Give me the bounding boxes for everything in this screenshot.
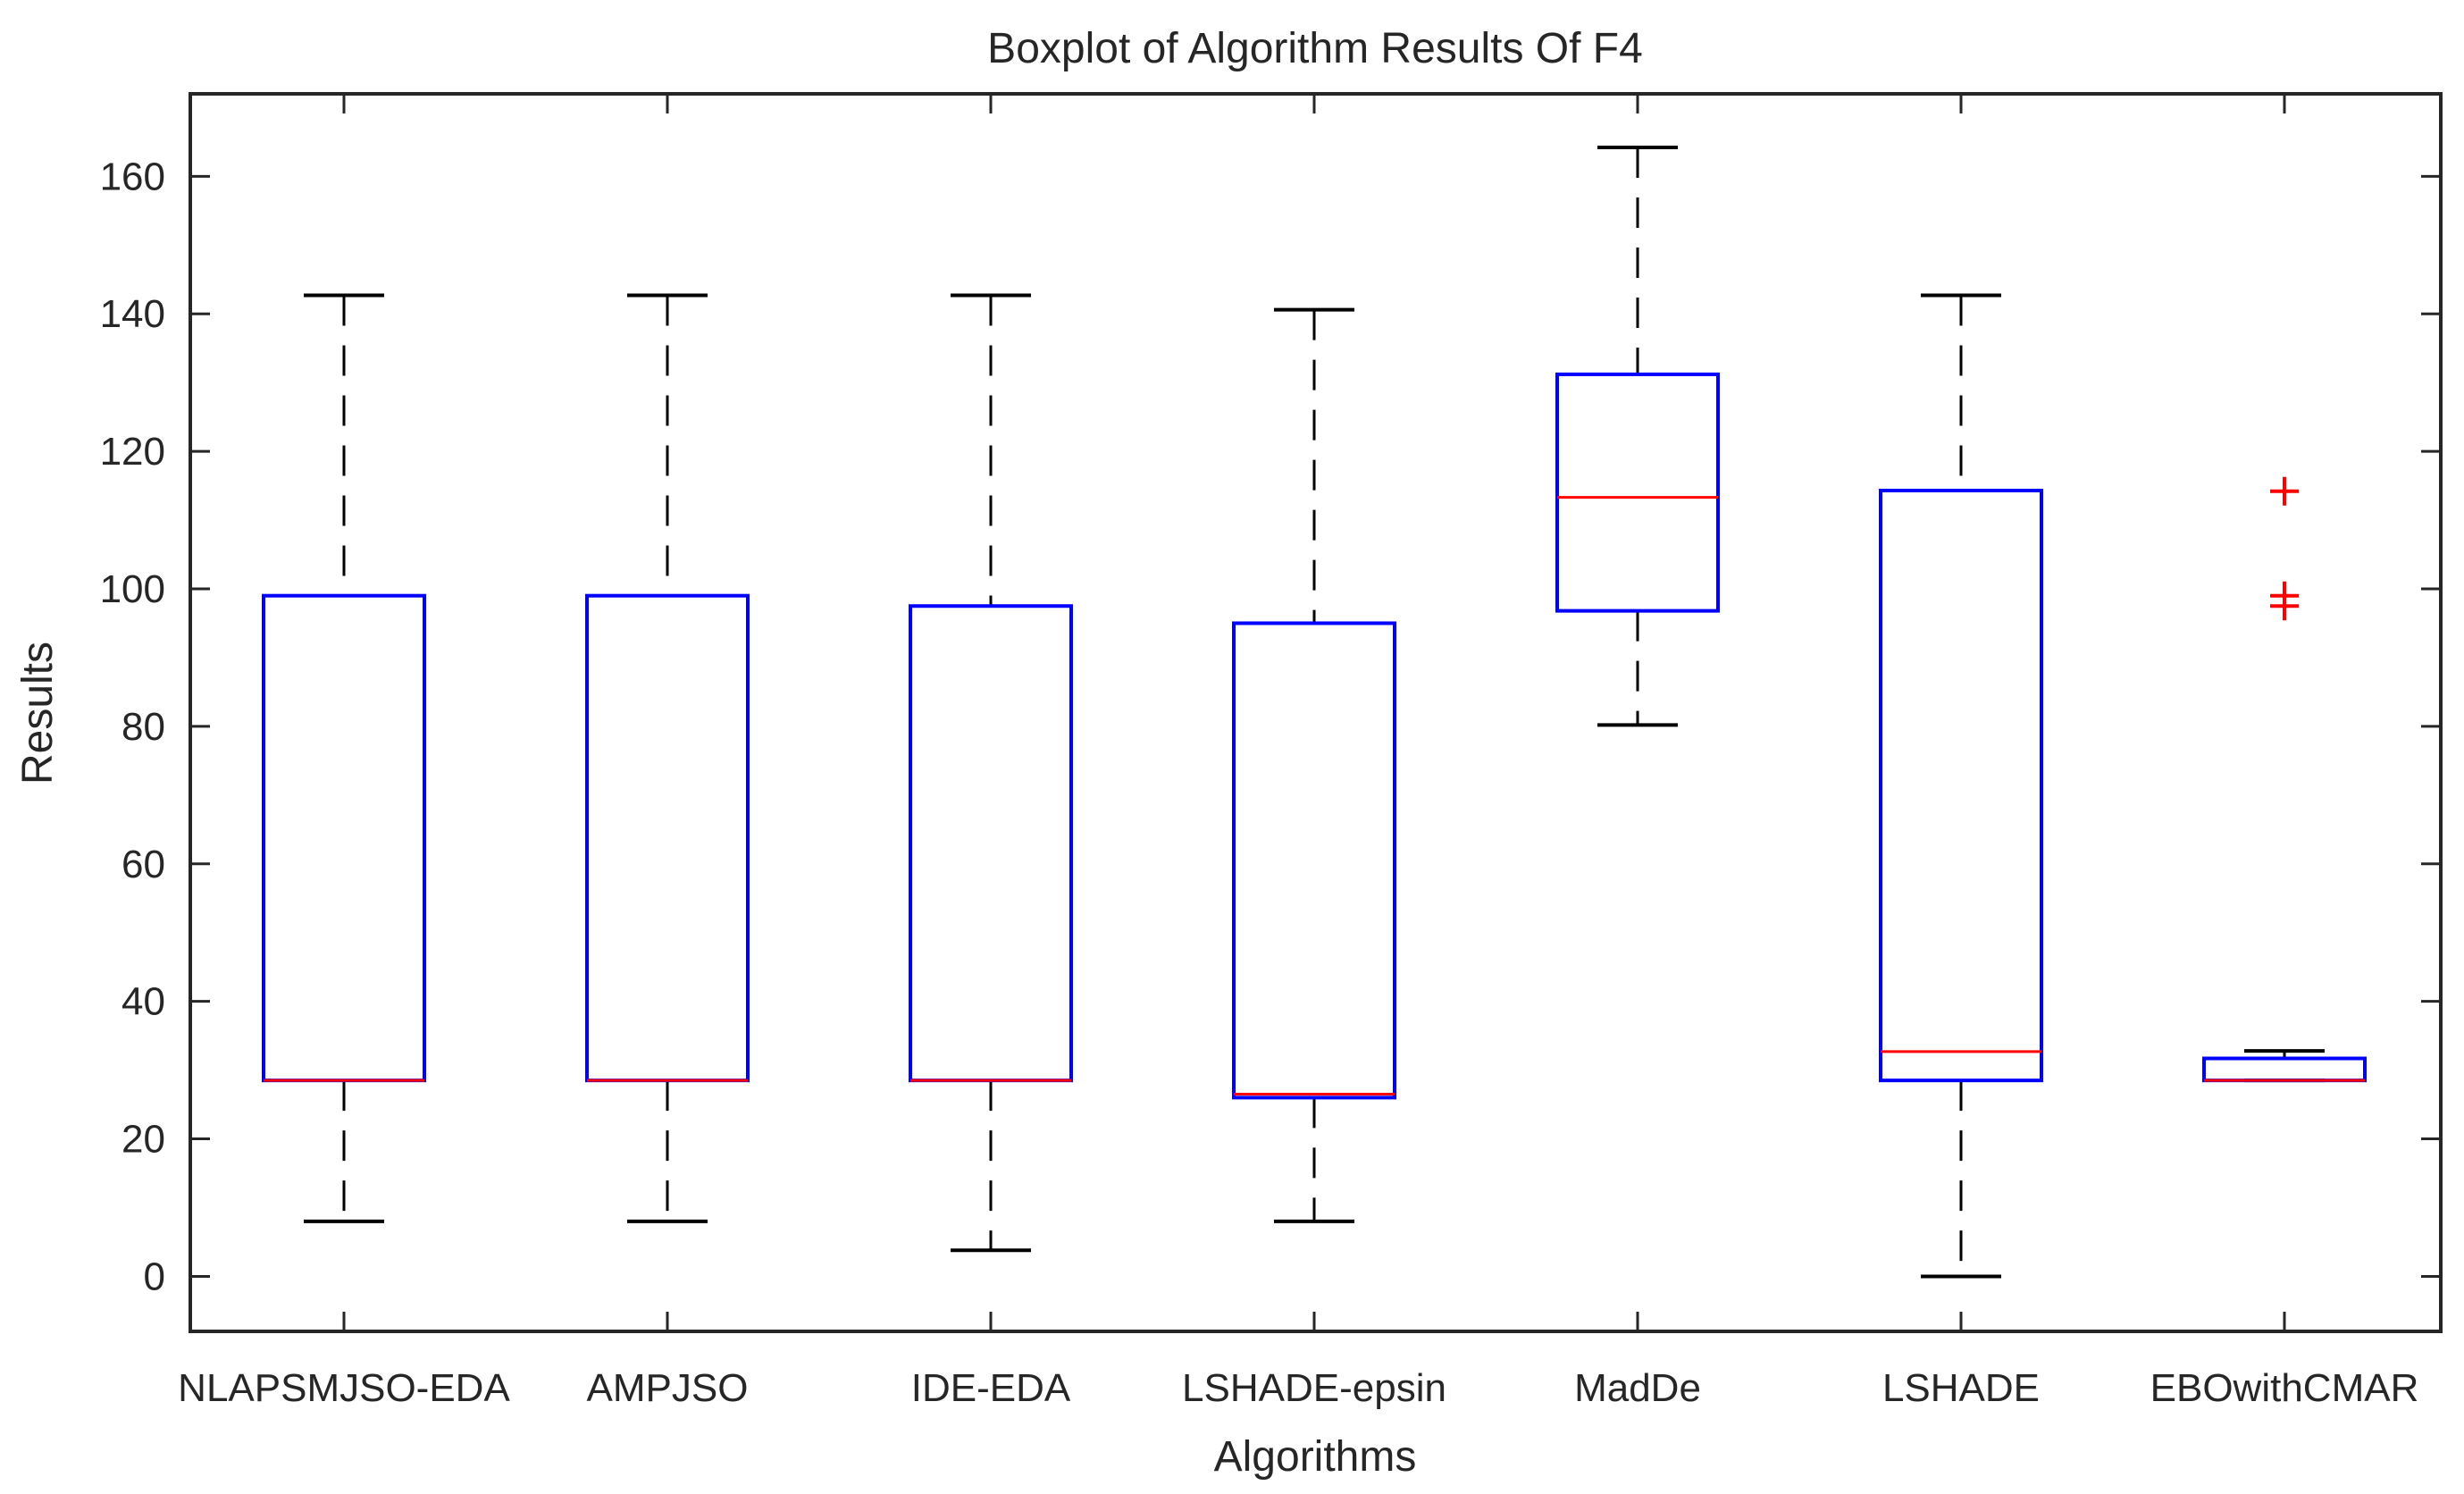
y-tick-label: 20 [122, 1118, 165, 1162]
x-tick-label: MadDe [1574, 1366, 1701, 1410]
x-tick-label: EBOwithCMAR [2150, 1366, 2419, 1410]
outlier-marker [2270, 476, 2299, 506]
y-axis-label: Results [14, 642, 62, 785]
y-tick-label: 100 [100, 567, 165, 611]
y-tick-label: 0 [144, 1255, 165, 1298]
box-iqr [1232, 621, 1396, 1100]
x-tick-label: NLAPSMJSO-EDA [178, 1366, 510, 1410]
x-axis-label: Algorithms [1214, 1433, 1417, 1481]
y-tick-label: 60 [122, 843, 165, 886]
box-iqr [909, 604, 1073, 1083]
x-tick-label: AMPJSO [587, 1366, 749, 1410]
box-iqr [2202, 1056, 2367, 1083]
y-tick-label: 160 [100, 155, 165, 198]
box-iqr [585, 593, 750, 1083]
box-iqr [1555, 372, 1720, 613]
y-tick-label: 140 [100, 292, 165, 336]
y-tick-label: 80 [122, 705, 165, 749]
y-tick-label: 120 [100, 430, 165, 474]
box-iqr [1879, 488, 2043, 1083]
x-tick-label: LSHADE-epsin [1182, 1366, 1446, 1410]
outlier-marker [2270, 592, 2299, 621]
box-iqr [262, 593, 426, 1083]
plot-area: 0 20 40 60 80 100 120 140 160 NLAPSMJSO-EDA AMPJSO… [100, 92, 2443, 1410]
x-tick-label: LSHADE [1882, 1366, 2040, 1410]
plot-frame [189, 92, 2443, 1333]
y-tick-label: 40 [122, 980, 165, 1024]
chart-title: Boxplot of Algorithm Results Of F4 [987, 25, 1643, 72]
x-tick-label: IDE-EDA [911, 1366, 1071, 1410]
